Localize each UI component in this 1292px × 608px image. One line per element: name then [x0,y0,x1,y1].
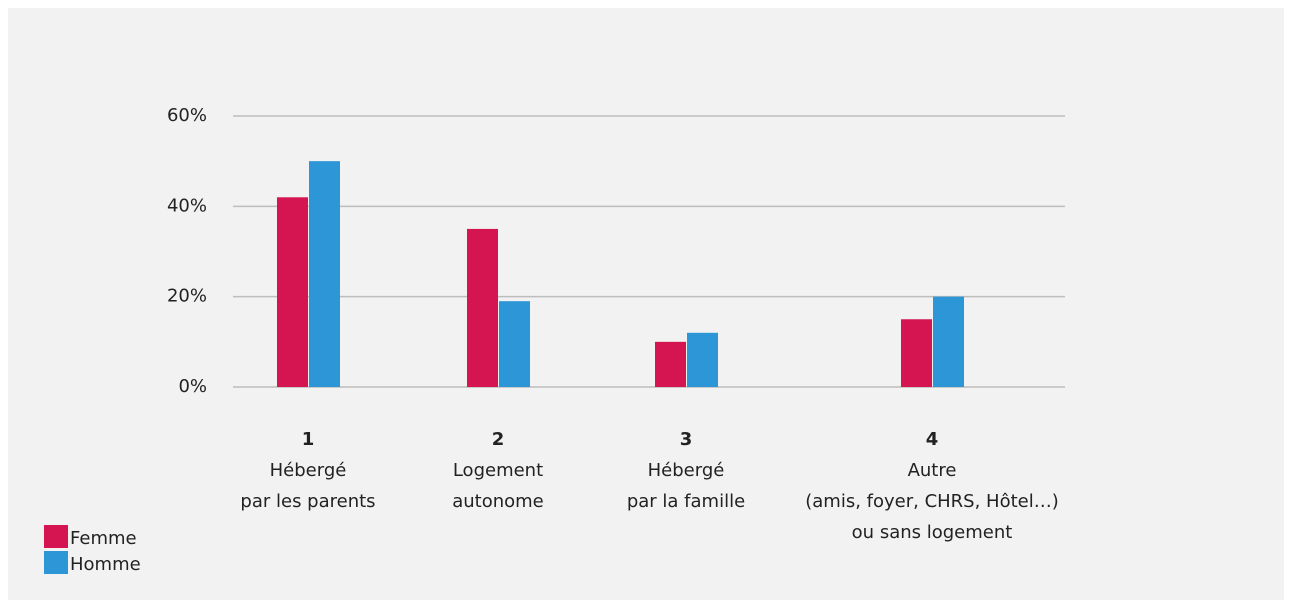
legend-label: Femme [70,528,137,549]
category-label: par les parents [240,491,375,512]
bar [277,197,308,387]
category-label: Logement [453,460,543,481]
category-label: par la famille [627,491,745,512]
y-tick-label: 20% [167,286,207,307]
category-label: autonome [452,491,544,512]
bar [467,228,498,387]
bar [309,161,340,387]
category-label: Hébergé [270,460,347,481]
bar [655,341,686,387]
category-label: Hébergé [648,460,725,481]
category-number: 4 [926,429,939,450]
bar [687,332,718,387]
y-tick-label: 40% [167,195,207,216]
category-number: 1 [302,429,315,450]
bar [933,296,964,387]
legend-label: Homme [70,554,141,575]
y-tick-label: 0% [178,376,207,397]
panel [8,8,1284,600]
bar [499,301,530,387]
category-label: ou sans logement [852,522,1013,543]
category-label: Autre [908,460,957,481]
category-number: 3 [680,429,693,450]
category-number: 2 [492,429,505,450]
y-tick-label: 60% [167,105,207,126]
bar [901,319,932,387]
legend-swatch [44,525,68,548]
legend-swatch [44,551,68,574]
category-label: (amis, foyer, CHRS, Hôtel…) [805,491,1059,512]
